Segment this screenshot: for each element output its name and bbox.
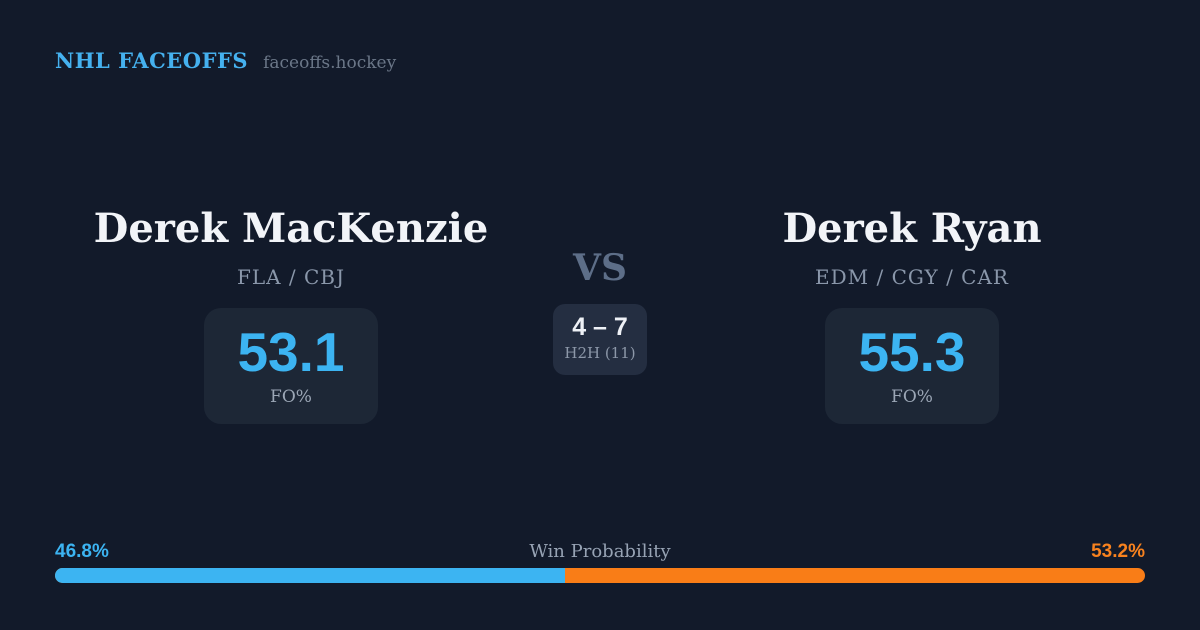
player-left-stat-label: FO% [270,387,312,407]
site-link[interactable]: faceoffs.hockey [263,53,397,73]
win-probability-title: Win Probability [529,541,671,562]
player-left-column: Derek MacKenzie FLA / CBJ 53.1 FO% [91,207,491,424]
player-right-column: Derek Ryan EDM / CGY / CAR 55.3 FO% [712,207,1112,424]
player-right-stat-label: FO% [891,387,933,407]
header: NHL FACEOFFS faceoffs.hockey [55,48,396,73]
player-left-name: Derek MacKenzie [93,205,489,252]
player-left-teams: FLA / CBJ [236,265,346,289]
win-probability-left-pct: 46.8% [55,541,109,562]
win-probability-bar [55,568,1145,583]
player-right-name: Derek Ryan [782,205,1042,252]
player-right-fo-pct: 55.3 [858,321,966,383]
win-probability-right-pct: 53.2% [1091,541,1145,562]
player-left-fo-pct: 53.1 [237,321,345,383]
player-left-stat-card: 53.1 FO% [204,308,378,424]
vs-label: VS [573,247,627,289]
h2h-card: 4 – 7 H2H (11) [553,304,647,375]
player-right-teams: EDM / CGY / CAR [815,265,1009,289]
player-right-stat-card: 55.3 FO% [825,308,999,424]
brand-title: NHL FACEOFFS [55,48,249,73]
win-probability-labels: 46.8% Win Probability 53.2% [55,541,1145,563]
win-probability-bar-left-segment [55,568,566,583]
vs-column: VS 4 – 7 H2H (11) [520,250,680,375]
h2h-label: H2H (11) [564,344,636,362]
h2h-score: 4 – 7 [572,313,628,341]
